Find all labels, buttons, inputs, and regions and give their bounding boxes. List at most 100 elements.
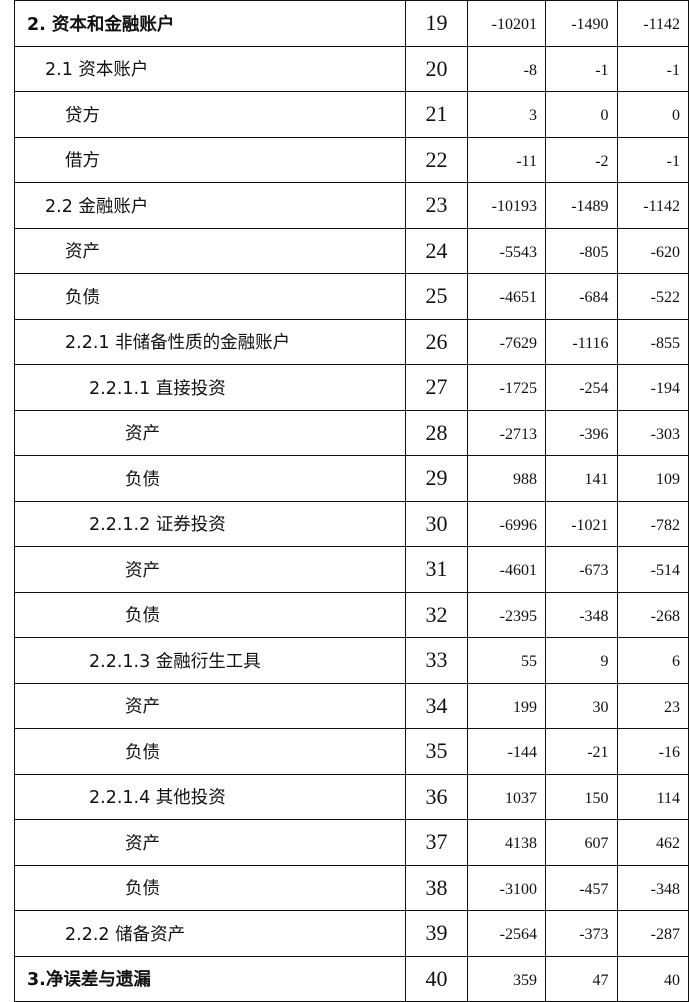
- table-row: 借方 22 -11 -2 -1: [13, 136, 689, 183]
- row-number: 31: [405, 546, 468, 593]
- value-cell: 4138: [466, 819, 546, 866]
- table-row: 2.1 资本账户 20 -8 -1 -1: [13, 45, 689, 92]
- row-label: 2.2.1.4 其他投资: [13, 773, 407, 820]
- value-cell: 23: [616, 682, 689, 729]
- value-cell: 3: [466, 91, 546, 138]
- row-label: 资产: [13, 819, 407, 866]
- value-cell: -1021: [544, 500, 618, 547]
- value-cell: -457: [544, 864, 618, 911]
- value-cell: -8: [466, 45, 546, 92]
- table-row: 资产 34 199 30 23: [13, 682, 689, 729]
- value-cell: -3100: [466, 864, 546, 911]
- row-number: 38: [405, 864, 468, 911]
- table-row: 贷方 21 3 0 0: [13, 91, 689, 138]
- row-label: 贷方: [13, 91, 407, 138]
- table-row: 资产 24 -5543 -805 -620: [13, 227, 689, 274]
- row-label: 2.2.1.1 直接投资: [13, 364, 407, 411]
- row-label: 2.2.2 储备资产: [13, 910, 407, 957]
- row-label: 借方: [13, 136, 407, 183]
- table-row: 2.2 金融账户 23 -10193 -1489 -1142: [13, 182, 689, 229]
- row-number: 30: [405, 500, 468, 547]
- value-cell: -16: [616, 728, 689, 775]
- row-number: 21: [405, 91, 468, 138]
- row-label: 资产: [13, 227, 407, 274]
- row-label: 资产: [13, 546, 407, 593]
- value-cell: -805: [544, 227, 618, 274]
- row-label: 2.2 金融账户: [13, 182, 407, 229]
- row-label: 2.2.1.2 证券投资: [13, 500, 407, 547]
- row-label: 资产: [13, 409, 407, 456]
- row-number: 35: [405, 728, 468, 775]
- row-number: 23: [405, 182, 468, 229]
- value-cell: -5543: [466, 227, 546, 274]
- value-cell: 47: [544, 955, 618, 1002]
- table-row: 资产 31 -4601 -673 -514: [13, 546, 689, 593]
- value-cell: -1142: [616, 0, 689, 47]
- balance-of-payments-table: 2. 资本和金融账户 19 -10201 -1490 -1142 2.1 资本账户 20 -8…: [13, 0, 689, 1002]
- value-cell: -7629: [466, 318, 546, 365]
- row-number: 24: [405, 227, 468, 274]
- value-cell: -21: [544, 728, 618, 775]
- row-number: 39: [405, 910, 468, 957]
- table-row: 2.2.1 非储备性质的金融账户 26 -7629 -1116 -855: [13, 318, 689, 365]
- row-label: 负债: [13, 864, 407, 911]
- value-cell: -348: [616, 864, 689, 911]
- table-row: 负债 32 -2395 -348 -268: [13, 591, 689, 638]
- value-cell: 9: [544, 637, 618, 684]
- value-cell: -1490: [544, 0, 618, 47]
- value-cell: -673: [544, 546, 618, 593]
- row-number: 29: [405, 455, 468, 502]
- value-cell: -6996: [466, 500, 546, 547]
- value-cell: -1: [616, 136, 689, 183]
- row-label: 负债: [13, 728, 407, 775]
- value-cell: 0: [616, 91, 689, 138]
- value-cell: -303: [616, 409, 689, 456]
- row-number: 26: [405, 318, 468, 365]
- value-cell: -1: [616, 45, 689, 92]
- table-row: 2.2.1.1 直接投资 27 -1725 -254 -194: [13, 364, 689, 411]
- row-label: 2.1 资本账户: [13, 45, 407, 92]
- row-label: 2.2.1 非储备性质的金融账户: [13, 318, 407, 365]
- value-cell: 114: [616, 773, 689, 820]
- value-cell: 359: [466, 955, 546, 1002]
- row-number: 22: [405, 136, 468, 183]
- value-cell: 30: [544, 682, 618, 729]
- table-row: 2.2.1.3 金融衍生工具 33 55 9 6: [13, 637, 689, 684]
- value-cell: -1: [544, 45, 618, 92]
- value-cell: -11: [466, 136, 546, 183]
- row-label: 负债: [13, 591, 407, 638]
- table-row: 2.2.2 储备资产 39 -2564 -373 -287: [13, 910, 689, 957]
- value-cell: -396: [544, 409, 618, 456]
- value-cell: 109: [616, 455, 689, 502]
- value-cell: 150: [544, 773, 618, 820]
- table-row: 3.净误差与遗漏 40 359 47 40: [13, 955, 689, 1002]
- value-cell: -522: [616, 273, 689, 320]
- table-row: 资产 37 4138 607 462: [13, 819, 689, 866]
- value-cell: 1037: [466, 773, 546, 820]
- value-cell: -855: [616, 318, 689, 365]
- value-cell: -2564: [466, 910, 546, 957]
- value-cell: -254: [544, 364, 618, 411]
- value-cell: 40: [616, 955, 689, 1002]
- value-cell: -373: [544, 910, 618, 957]
- value-cell: -4601: [466, 546, 546, 593]
- row-number: 40: [405, 955, 468, 1002]
- row-number: 37: [405, 819, 468, 866]
- value-cell: -1142: [616, 182, 689, 229]
- value-cell: -2395: [466, 591, 546, 638]
- value-cell: 141: [544, 455, 618, 502]
- value-cell: -268: [616, 591, 689, 638]
- row-number: 28: [405, 409, 468, 456]
- value-cell: -10193: [466, 182, 546, 229]
- row-label: 2.2.1.3 金融衍生工具: [13, 637, 407, 684]
- table-row: 负债 29 988 141 109: [13, 455, 689, 502]
- value-cell: -144: [466, 728, 546, 775]
- row-number: 34: [405, 682, 468, 729]
- table-row: 负债 25 -4651 -684 -522: [13, 273, 689, 320]
- value-cell: -514: [616, 546, 689, 593]
- value-cell: 462: [616, 819, 689, 866]
- value-cell: 199: [466, 682, 546, 729]
- value-cell: 988: [466, 455, 546, 502]
- value-cell: 0: [544, 91, 618, 138]
- table-row: 负债 35 -144 -21 -16: [13, 728, 689, 775]
